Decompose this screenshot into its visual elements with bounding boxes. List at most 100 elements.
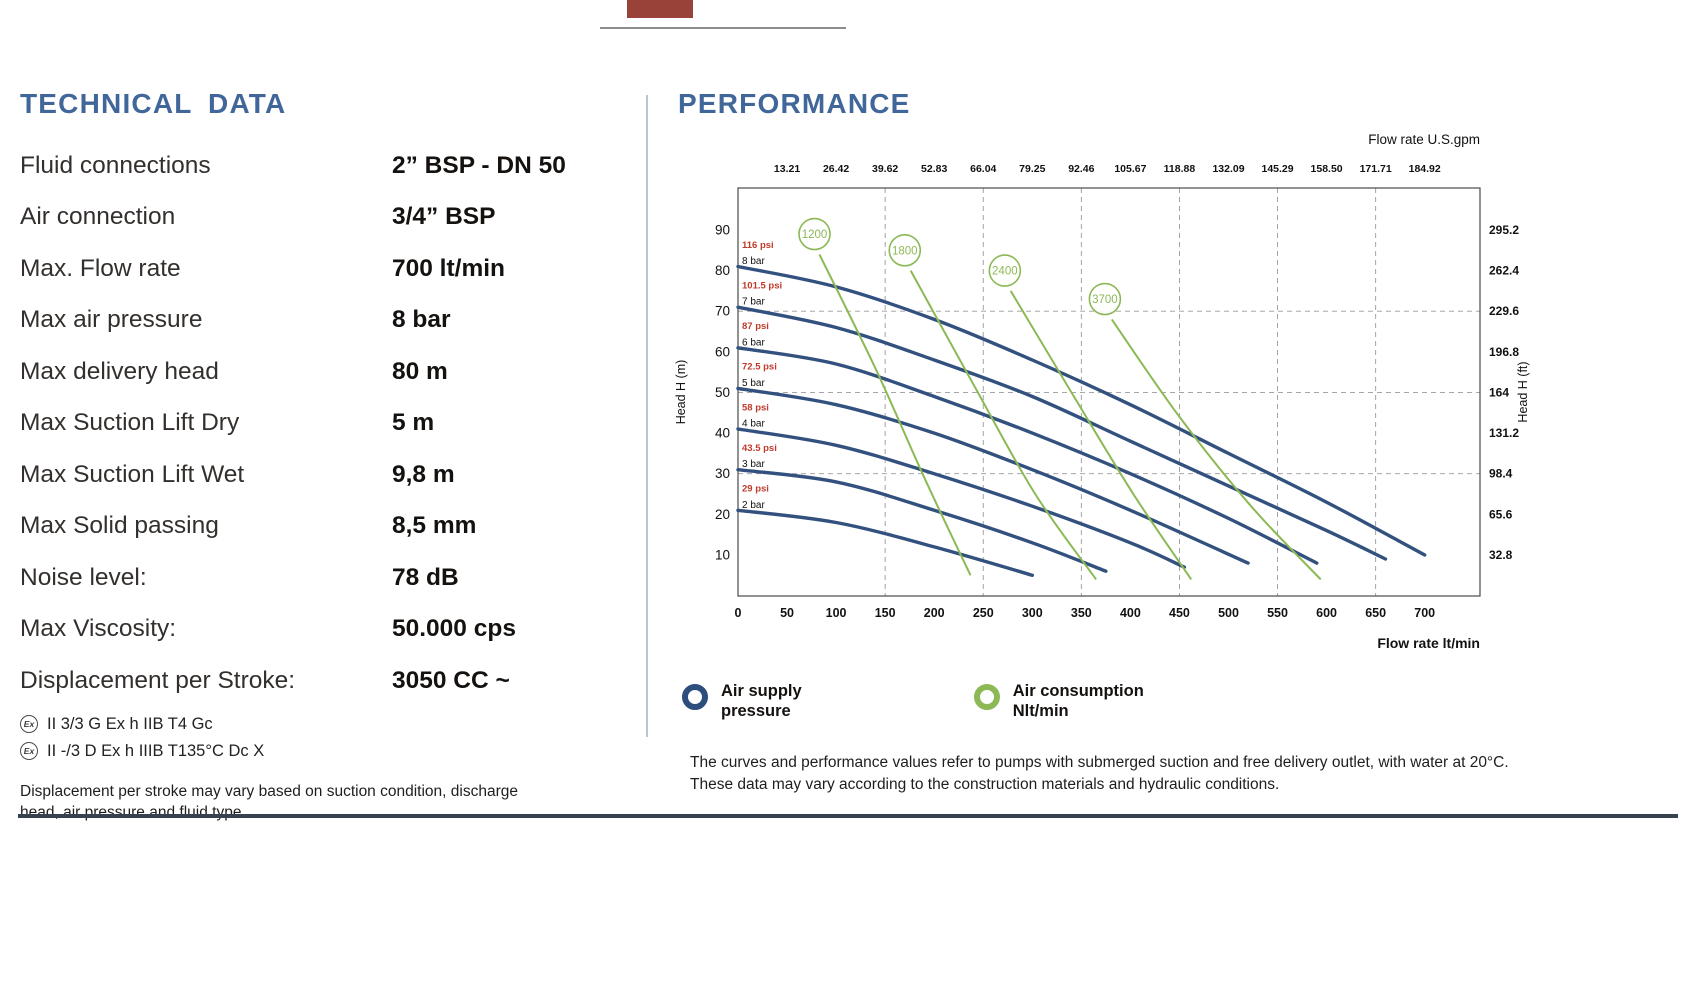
y-axis-tick: 30: [715, 466, 730, 481]
atex-line: Ex II 3/3 G Ex h IIB T4 Gc: [20, 711, 625, 738]
right-axis-tick: 262.4: [1489, 264, 1519, 278]
pressure-label-psi: 87 psi: [742, 321, 769, 332]
spec-row: Max Suction Lift Wet 9,8 m: [20, 449, 625, 501]
header-logo-crop: [627, 0, 693, 18]
spec-label: Max Suction Lift Dry: [20, 409, 240, 437]
pressure-label-psi: 43.5 psi: [742, 443, 777, 454]
x-axis-label: Flow rate lt/min: [1377, 635, 1480, 651]
top-axis-tick: 132.09: [1212, 163, 1244, 175]
pump-curve-2bar: [736, 508, 1034, 577]
spec-value: 8,5 mm: [392, 512, 477, 540]
y-axis-label: Head H (m): [674, 360, 688, 425]
spec-value: 2” BSP - DN 50: [392, 151, 566, 179]
pressure-label-psi: 58 psi: [742, 402, 769, 413]
pressure-label-bar: 2 bar: [742, 500, 765, 511]
y-axis-tick: 90: [715, 222, 730, 237]
spec-label: Max Viscosity:: [20, 615, 177, 643]
top-axis-tick: 39.62: [872, 163, 898, 175]
legend-label: Air consumption Nlt/min: [1013, 682, 1144, 722]
spec-value: 3050 CC ~: [392, 666, 510, 694]
pressure-label-bar: 4 bar: [742, 419, 765, 430]
pressure-label-bar: 5 bar: [742, 378, 765, 389]
pressure-label-psi: 72.5 psi: [742, 362, 777, 373]
technical-data-section: TECHNICAL DATA Fluid connections 2” BSP -…: [20, 88, 625, 824]
plot-border: [737, 187, 1481, 597]
top-axis-tick: 52.83: [921, 163, 947, 175]
air-consumption-line-1200: [818, 253, 972, 576]
atex-ex-icon: Ex: [20, 715, 38, 733]
air-consumption-line-2400: [1009, 290, 1193, 580]
legend-line: Air supply: [721, 682, 802, 700]
right-axis-tick: 32.8: [1489, 548, 1513, 562]
top-axis-tick: 158.50: [1311, 163, 1343, 175]
spec-label: Max delivery head: [20, 357, 219, 385]
x-axis-tick: 350: [1071, 606, 1092, 620]
spec-value: 78 dB: [392, 563, 459, 591]
pressure-label-psi: 101.5 psi: [742, 280, 782, 291]
x-axis-tick: 550: [1267, 606, 1288, 620]
pump-curve-8bar: [736, 264, 1427, 557]
legend-label: Air supply pressure: [721, 682, 802, 722]
top-axis-tick: 184.92: [1409, 163, 1441, 175]
spec-label: Max air pressure: [20, 306, 203, 334]
spec-row: Air connection 3/4” BSP: [20, 192, 625, 244]
pressure-label-psi: 29 psi: [742, 484, 769, 495]
bottom-rule: [18, 814, 1678, 818]
air-consumption-line-1800: [909, 270, 1097, 580]
column-divider: [646, 95, 648, 737]
spec-row: Displacement per Stroke: 3050 CC ~: [20, 655, 625, 707]
pressure-label-bar: 3 bar: [742, 459, 765, 470]
spec-value: 5 m: [392, 409, 435, 437]
atex-ex-icon: Ex: [20, 742, 38, 760]
top-axis-tick: 118.88: [1164, 163, 1196, 175]
top-axis-tick: 13.21: [774, 163, 800, 175]
x-axis-tick: 600: [1316, 606, 1337, 620]
x-axis-tick: 400: [1120, 606, 1141, 620]
spec-value: 3/4” BSP: [392, 203, 496, 231]
right-axis-tick: 65.6: [1489, 507, 1513, 521]
x-axis-tick: 700: [1414, 606, 1435, 620]
y-axis-tick: 70: [715, 304, 730, 319]
spec-label: Max Suction Lift Wet: [20, 460, 245, 488]
air-consumption-value: 1800: [892, 245, 918, 257]
pressure-label-bar: 8 bar: [742, 256, 765, 267]
air-consumption-badge-1800: [888, 233, 922, 267]
atex-line: Ex II -/3 D Ex h IIIB T135°C Dc X: [20, 738, 625, 765]
pressure-label-bar: 7 bar: [742, 297, 765, 308]
legend-line: pressure: [721, 701, 791, 720]
technical-data-heading: TECHNICAL DATA: [20, 88, 287, 119]
right-axis-label: Head H (ft): [1516, 361, 1530, 422]
spec-value: 80 m: [392, 357, 448, 385]
spec-label: Max. Flow rate: [20, 254, 181, 282]
air-consumption-badge-1200: [798, 217, 831, 251]
air-consumption-value: 1200: [802, 229, 828, 241]
air-consumption-value: 3700: [1092, 294, 1118, 306]
air-consumption-badge-2400: [988, 254, 1022, 287]
x-axis-tick: 200: [924, 606, 945, 620]
x-axis-tick: 500: [1218, 606, 1239, 620]
spec-label: Air connection: [20, 203, 176, 231]
spec-label: Max Solid passing: [20, 512, 219, 540]
legend-air-supply: Air supply pressure: [682, 682, 802, 722]
y-axis-tick: 40: [715, 426, 730, 441]
pump-curve-3bar: [736, 468, 1108, 573]
spec-label: Fluid connections: [20, 151, 211, 179]
right-axis-tick: 98.4: [1489, 467, 1513, 481]
right-axis-tick: 164: [1489, 385, 1509, 399]
pressure-label-psi: 116 psi: [742, 240, 774, 251]
atex-markings: Ex II 3/3 G Ex h IIB T4 Gc Ex II -/3 D E…: [20, 711, 625, 765]
spec-value: 700 lt/min: [392, 254, 506, 282]
top-axis-tick: 79.25: [1019, 163, 1045, 175]
spec-label: Displacement per Stroke:: [20, 666, 296, 694]
pump-curve-4bar: [736, 427, 1187, 569]
air-consumption-line-3700: [1110, 318, 1322, 581]
x-axis-tick: 150: [875, 606, 896, 620]
y-axis-tick: 80: [715, 263, 730, 278]
air-consumption-value: 2400: [992, 266, 1018, 278]
atex-text: II -/3 D Ex h IIIB T135°C Dc X: [47, 741, 265, 760]
x-axis-tick: 650: [1365, 606, 1386, 620]
top-axis-tick: 92.46: [1068, 163, 1094, 175]
spec-row: Fluid connections 2” BSP - DN 50: [20, 140, 625, 192]
x-axis-tick: 250: [973, 606, 994, 620]
